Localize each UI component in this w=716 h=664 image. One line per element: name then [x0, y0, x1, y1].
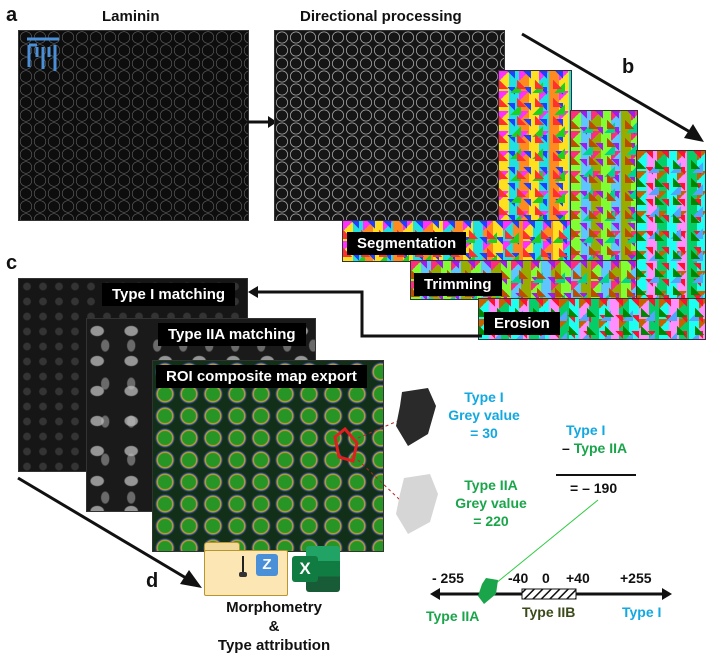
export-caption: Morphometry & Type attribution — [206, 598, 342, 655]
scale-tick-plus255: +255 — [620, 570, 652, 586]
highlighted-roi — [333, 427, 359, 463]
directional-processing-image — [274, 30, 505, 221]
equation-line2: – Type IIA — [562, 440, 627, 456]
type2a-grey-label: Grey value — [455, 495, 527, 511]
export-line3: Type attribution — [217, 637, 331, 654]
type1-fiber-shape — [396, 388, 436, 446]
arrow-to-directional — [246, 116, 277, 128]
equation-type1: Type I — [566, 422, 606, 438]
export-line2: & — [268, 618, 280, 635]
panel-letter-c: c — [6, 252, 18, 274]
laminin-title: Laminin — [102, 8, 160, 25]
panel-letter-b: b — [622, 56, 635, 78]
scale-label-type2a: Type IIA — [426, 608, 480, 624]
excel-letter: X — [299, 559, 311, 578]
export-line1: Morphometry — [226, 599, 322, 616]
roi-composite-label: ROI composite map export — [156, 365, 367, 388]
type1-matching-label: Type I matching — [102, 283, 236, 306]
excel-badge: X — [292, 556, 318, 582]
type1-grey-value: = 30 — [470, 425, 498, 441]
equation-type2a: Type IIA — [573, 440, 628, 456]
type2a-grey-value-block: Type IIA Grey value = 220 — [446, 476, 536, 530]
folder-pin-head — [239, 572, 247, 577]
folder-icon: Z — [204, 542, 288, 596]
scale-tick-minus255: - 255 — [432, 570, 464, 586]
laminin-image — [18, 30, 249, 221]
type2a-name: Type IIA — [464, 477, 518, 493]
type1-grey-label: Grey value — [448, 407, 520, 423]
grey-value-scale — [430, 588, 672, 600]
roi-link-lines — [357, 419, 401, 501]
folder-pin — [242, 556, 244, 574]
panel-letter-d: d — [146, 570, 159, 592]
arrow-to-processing-steps — [521, 32, 704, 142]
panel-letter-a: a — [6, 4, 18, 26]
directional-processing-title: Directional processing — [300, 8, 462, 25]
result-pointer-line — [489, 499, 599, 589]
scale-tick-minus40: -40 — [508, 570, 529, 586]
folder-tab — [204, 542, 240, 553]
roi-composite-map-image — [152, 360, 384, 552]
trimming-label: Trimming — [414, 273, 502, 296]
fiji-logo-icon — [27, 37, 59, 71]
arrow-to-type1-matching — [248, 286, 482, 338]
fiji-app-icon: Z — [256, 554, 278, 576]
equation-result: = – 190 — [570, 480, 618, 496]
segmentation-label: Segmentation — [347, 232, 467, 255]
scale-tick-plus40: +40 — [566, 570, 590, 586]
type1-name: Type I — [464, 389, 504, 405]
erosion-label: Erosion — [484, 312, 560, 335]
scale-label-type1: Type I — [622, 604, 662, 620]
arrow-to-export — [17, 476, 202, 588]
excel-icon: X — [292, 546, 340, 592]
equation-minus: – — [562, 440, 574, 456]
type2a-grey-value: = 220 — [473, 513, 509, 529]
mapped-fiber-icon — [478, 578, 498, 604]
type1-grey-value-block: Type I Grey value = 30 — [442, 388, 526, 442]
scale-label-type2b: Type IIB — [522, 604, 576, 620]
equation-divider — [556, 474, 636, 476]
type2a-matching-label: Type IIA matching — [158, 323, 306, 346]
trimming-image-bottom — [410, 260, 638, 300]
fiji-app-letter: Z — [262, 556, 272, 573]
type2a-fiber-shape — [396, 474, 438, 534]
scale-tick-0: 0 — [542, 570, 550, 586]
